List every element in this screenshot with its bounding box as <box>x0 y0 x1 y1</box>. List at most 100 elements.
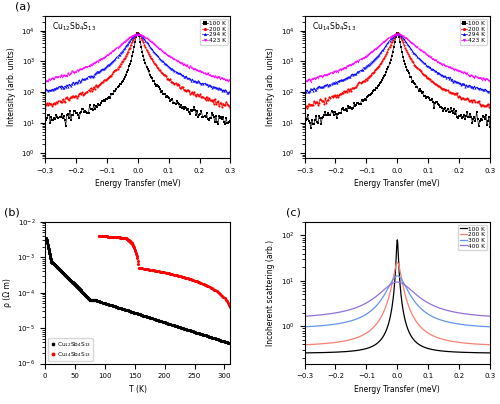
100 K <box>334 350 340 355</box>
400 K <box>372 295 378 299</box>
X-axis label: Energy Transfer (meV): Energy Transfer (meV) <box>354 385 440 394</box>
294 K <box>373 55 379 60</box>
100 K <box>394 238 400 242</box>
200 K <box>80 93 86 97</box>
Y-axis label: Incoherent scattering (arb.): Incoherent scattering (arb.) <box>266 240 276 346</box>
100 K <box>464 350 469 355</box>
Text: (a): (a) <box>16 2 31 12</box>
294 K <box>394 31 400 36</box>
100 K <box>224 116 230 121</box>
100 K <box>302 351 308 356</box>
200 K <box>302 103 308 108</box>
Line: 200 K: 200 K <box>44 32 232 110</box>
200 K <box>306 101 312 106</box>
100 K <box>114 86 119 91</box>
Cu$_{12}$Sb$_4$S$_{13}$ <box>208 335 214 340</box>
100 K <box>134 30 140 35</box>
423 K <box>487 78 493 83</box>
100 K <box>468 115 474 120</box>
300 K <box>322 323 328 328</box>
Text: (c): (c) <box>286 208 301 217</box>
400 K <box>334 310 340 315</box>
Cu$_{14}$Sb$_4$S$_{13}$ <box>120 236 126 240</box>
423 K <box>396 32 402 37</box>
Text: Cu$_{14}$Sb$_4$S$_{13}$: Cu$_{14}$Sb$_4$S$_{13}$ <box>312 21 356 33</box>
423 K <box>135 32 141 37</box>
Y-axis label: Intensity (arb. units): Intensity (arb. units) <box>7 48 16 126</box>
100 K <box>65 112 71 116</box>
200 K <box>341 88 347 93</box>
300 K <box>464 323 469 328</box>
Line: 200 K: 200 K <box>304 32 491 109</box>
200 K <box>394 260 400 265</box>
Line: 300 K: 300 K <box>304 276 490 327</box>
200 K <box>372 322 378 327</box>
200 K <box>334 340 340 345</box>
Legend: 100 K, 200 K, 294 K, 423 K: 100 K, 200 K, 294 K, 423 K <box>200 19 228 45</box>
Cu$_{12}$Sb$_4$S$_{13}$ <box>62 272 68 277</box>
200 K <box>64 95 70 100</box>
423 K <box>308 79 314 84</box>
294 K <box>468 84 474 89</box>
200 K <box>45 103 51 108</box>
200 K <box>373 67 379 72</box>
100 K <box>487 125 493 130</box>
200 K <box>302 342 308 347</box>
100 K <box>228 118 234 123</box>
Line: 200 K: 200 K <box>304 263 490 345</box>
100 K <box>324 113 330 118</box>
100 K <box>42 114 48 119</box>
Cu$_{12}$Sb$_4$S$_{13}$ <box>228 341 234 346</box>
100 K <box>304 113 310 118</box>
400 K <box>380 288 386 292</box>
423 K <box>42 80 48 84</box>
423 K <box>324 72 330 77</box>
423 K <box>341 65 347 70</box>
294 K <box>80 77 86 82</box>
200 K <box>112 67 118 72</box>
200 K <box>468 98 474 103</box>
294 K <box>208 84 214 89</box>
100 K <box>62 124 68 129</box>
200 K <box>395 31 401 36</box>
400 K <box>484 314 490 318</box>
300 K <box>334 322 340 326</box>
423 K <box>302 78 308 83</box>
423 K <box>64 73 70 78</box>
294 K <box>487 90 493 95</box>
294 K <box>306 90 312 95</box>
423 K <box>222 77 228 82</box>
200 K <box>228 106 234 111</box>
100 K <box>372 342 378 347</box>
100 K <box>322 350 328 355</box>
Cu$_{12}$Sb$_4$S$_{13}$ <box>79 289 85 294</box>
Cu$_{12}$Sb$_4$S$_{13}$ <box>179 326 185 330</box>
400 K <box>394 280 400 284</box>
294 K <box>483 87 489 92</box>
100 K <box>487 351 493 356</box>
100 K <box>373 85 379 90</box>
400 K <box>302 314 308 319</box>
100 K <box>380 333 386 338</box>
Line: 100 K: 100 K <box>304 32 491 129</box>
200 K <box>42 107 48 112</box>
100 K <box>484 350 490 355</box>
400 K <box>464 311 469 316</box>
294 K <box>64 82 70 87</box>
300 K <box>380 293 386 298</box>
Y-axis label: ρ (Ω m): ρ (Ω m) <box>3 278 12 307</box>
300 K <box>302 324 308 329</box>
423 K <box>483 76 489 81</box>
Cu$_{14}$Sb$_4$S$_{13}$ <box>218 292 224 297</box>
400 K <box>322 312 328 317</box>
Cu$_{14}$Sb$_4$S$_{13}$ <box>162 270 168 275</box>
294 K <box>222 87 228 92</box>
Cu$_{14}$Sb$_4$S$_{13}$ <box>96 234 102 238</box>
294 K <box>341 77 347 82</box>
294 K <box>228 89 234 94</box>
100 K <box>45 112 51 117</box>
300 K <box>394 274 400 278</box>
Line: 400 K: 400 K <box>304 282 490 316</box>
294 K <box>112 57 118 61</box>
300 K <box>487 324 493 329</box>
